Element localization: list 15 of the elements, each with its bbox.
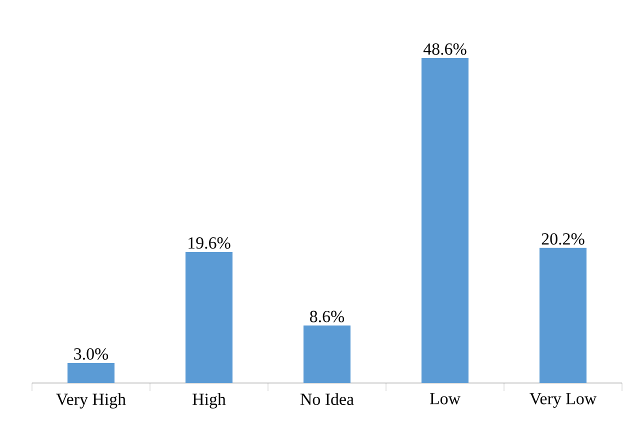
x-tick-label: Very Low — [530, 393, 597, 408]
x-tick-label: No Idea — [300, 393, 354, 406]
bar — [540, 248, 587, 383]
data-label: 19.6% — [188, 237, 230, 249]
bar — [186, 252, 233, 383]
data-label: 20.2% — [542, 233, 584, 245]
x-tick-label: High — [192, 393, 226, 409]
bar — [304, 325, 351, 383]
bar — [422, 58, 469, 383]
data-label: 3.0% — [74, 348, 108, 360]
data-label: 8.6% — [310, 310, 344, 322]
bar — [68, 362, 115, 383]
data-label: 48.6% — [423, 43, 466, 55]
x-tick-label: Very High — [56, 393, 126, 409]
x-tick-label: Low — [430, 393, 460, 404]
